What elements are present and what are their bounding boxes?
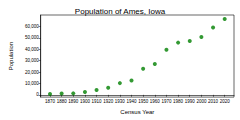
svg-text:1890: 1890 xyxy=(68,99,79,104)
svg-text:1870: 1870 xyxy=(45,99,56,104)
svg-text:30,000: 30,000 xyxy=(25,58,39,63)
svg-text:Population: Population xyxy=(8,42,14,70)
svg-text:1940: 1940 xyxy=(127,99,138,104)
svg-text:20,000: 20,000 xyxy=(25,70,39,75)
svg-text:1930: 1930 xyxy=(115,99,126,104)
svg-text:1910: 1910 xyxy=(92,99,103,104)
svg-text:50,000: 50,000 xyxy=(25,35,39,40)
svg-text:10,000: 10,000 xyxy=(25,81,39,86)
svg-text:1920: 1920 xyxy=(103,99,114,104)
svg-text:2020: 2020 xyxy=(220,99,231,104)
svg-text:1880: 1880 xyxy=(57,99,68,104)
svg-text:1990: 1990 xyxy=(185,99,196,104)
svg-text:0: 0 xyxy=(36,92,39,97)
svg-text:2010: 2010 xyxy=(208,99,219,104)
svg-text:60,000: 60,000 xyxy=(25,24,39,29)
svg-text:1960: 1960 xyxy=(150,99,161,104)
svg-text:2000: 2000 xyxy=(196,99,207,104)
svg-text:Population of Ames, Iowa: Population of Ames, Iowa xyxy=(75,7,166,16)
svg-text:1950: 1950 xyxy=(138,99,149,104)
svg-text:Census Year: Census Year xyxy=(120,109,154,115)
svg-text:40,000: 40,000 xyxy=(25,47,39,52)
svg-text:1980: 1980 xyxy=(173,99,184,104)
svg-text:1970: 1970 xyxy=(161,99,172,104)
svg-text:1900: 1900 xyxy=(80,99,91,104)
